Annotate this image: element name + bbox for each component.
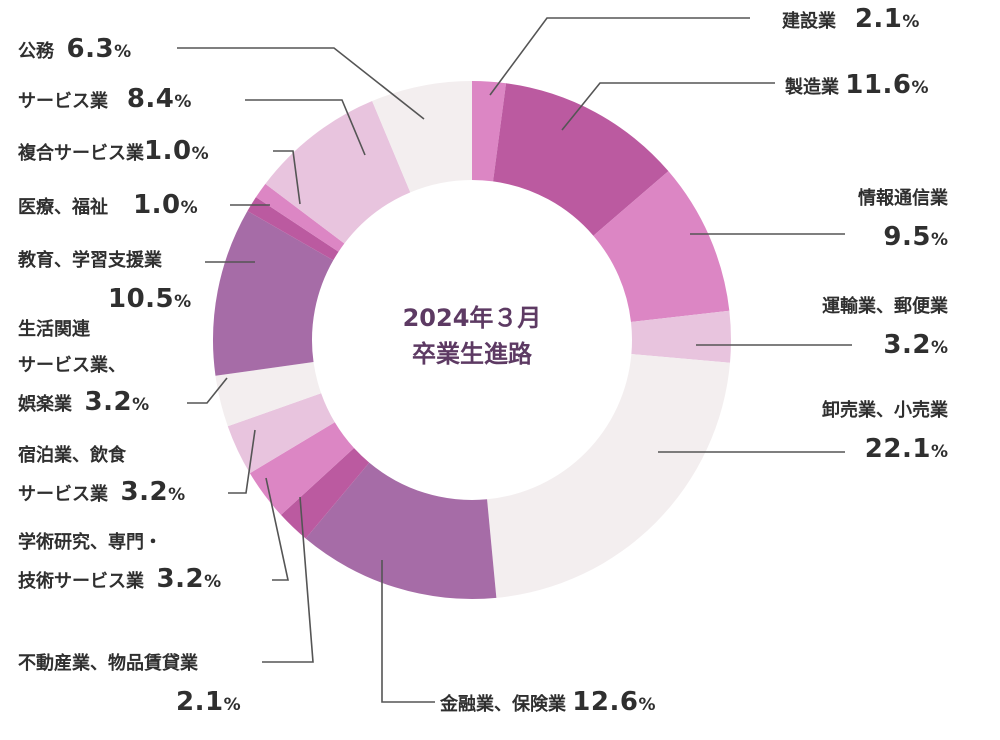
label-seikatsu-pct: %	[132, 395, 150, 415]
label-unyu-category: 運輸業、郵便業	[822, 296, 948, 317]
label-joho: 情報通信業 9.5%	[858, 180, 948, 259]
label-gakujutsu: 学術研究、専門・ 技術サービス業 3.2%	[18, 525, 221, 600]
label-iryo-category: 医療、福祉	[18, 197, 108, 218]
leader-line-shukuhaku	[228, 429, 256, 494]
label-komu: 公務 6.3%	[18, 30, 131, 71]
label-service-pct: %	[174, 92, 192, 112]
center-title-line1: 2024年３月	[402, 304, 542, 332]
donut-slices	[213, 81, 731, 599]
leader-line-fukugo	[273, 150, 301, 205]
label-oroshi-category: 卸売業、小売業	[822, 400, 948, 421]
label-seikatsu-line2: サービス業、	[18, 355, 126, 376]
label-fukugo-category: 複合サービス業	[18, 143, 144, 164]
label-fukugo-pct: %	[191, 144, 209, 164]
label-shukuhaku-value: 3.2	[120, 477, 169, 507]
label-joho-pct: %	[930, 230, 948, 250]
label-kyoiku-value: 10.5	[108, 284, 175, 314]
label-fukugo: 複合サービス業1.0%	[18, 132, 209, 173]
label-oroshi-pct: %	[930, 442, 948, 462]
label-komu-pct: %	[114, 42, 132, 62]
label-iryo: 医療、福祉 1.0%	[18, 186, 198, 227]
center-title-line2: 卒業生進路	[412, 340, 532, 368]
label-seizo-pct: %	[911, 78, 929, 98]
label-gakujutsu-line1: 学術研究、専門・	[18, 532, 162, 553]
donut-slice-4	[487, 354, 730, 598]
leader-line-fudosan	[262, 496, 314, 663]
leader-line-gakujutsu	[265, 477, 289, 581]
leader-line-komu	[177, 47, 425, 120]
label-kinyu-category: 金融業、保険業	[440, 694, 566, 715]
label-iryo-pct: %	[180, 198, 198, 218]
donut-slice-3	[630, 310, 731, 363]
label-oroshi: 卸売業、小売業 22.1%	[822, 392, 948, 471]
label-fukugo-value: 1.0	[144, 136, 192, 166]
label-kensetsu-value: 2.1	[854, 4, 903, 34]
label-unyu-pct: %	[930, 338, 948, 358]
donut-slice-6	[280, 448, 370, 539]
label-kyoiku-category: 教育、学習支援業	[18, 250, 162, 271]
label-kensetsu-pct: %	[902, 12, 920, 32]
label-seikatsu: 生活関連 サービス業、 娯楽業 3.2%	[18, 312, 149, 423]
label-kensetsu: 建設業 2.1%	[782, 0, 919, 41]
label-iryo-value: 1.0	[133, 190, 181, 220]
label-fudosan: 不動産業、物品賃貸業 2.1%	[18, 645, 241, 724]
label-kinyu-pct: %	[638, 695, 656, 715]
leader-lines	[177, 17, 852, 703]
donut-slice-0	[472, 81, 507, 182]
label-kensetsu-category: 建設業	[782, 11, 836, 32]
label-unyu: 運輸業、郵便業 3.2%	[822, 288, 948, 367]
label-joho-value: 9.5	[883, 222, 931, 252]
label-service: サービス業 8.4%	[18, 80, 191, 121]
label-seizo-category: 製造業	[785, 77, 839, 98]
label-kinyu: 金融業、保険業 12.6%	[440, 683, 655, 724]
donut-slice-13	[265, 101, 411, 244]
leader-line-seikatsu	[187, 377, 228, 404]
label-fudosan-value: 2.1	[176, 687, 224, 717]
leader-line-seizo	[561, 82, 775, 131]
label-oroshi-value: 22.1	[864, 434, 931, 464]
leader-line-kensetsu	[489, 17, 750, 96]
label-kyoiku: 教育、学習支援業 10.5%	[18, 242, 191, 321]
donut-slice-9	[215, 362, 322, 427]
donut-slice-14	[372, 81, 472, 193]
label-shukuhaku: 宿泊業、飲食 サービス業 3.2%	[18, 438, 185, 513]
label-unyu-value: 3.2	[883, 330, 931, 360]
label-gakujutsu-line2: 技術サービス業	[18, 571, 144, 592]
center-title: 2024年３月 卒業生進路	[372, 300, 572, 372]
label-komu-value: 6.3	[66, 34, 115, 64]
label-gakujutsu-value: 3.2	[156, 564, 205, 594]
label-kinyu-value: 12.6	[572, 687, 639, 717]
donut-slice-10	[213, 210, 334, 376]
donut-slice-5	[305, 462, 497, 599]
donut-slice-7	[249, 422, 354, 515]
donut-slice-1	[493, 83, 669, 236]
label-seizo-value: 11.6	[845, 70, 912, 100]
label-kyoiku-pct: %	[174, 292, 192, 312]
label-shukuhaku-pct: %	[168, 485, 186, 505]
label-fudosan-category: 不動産業、物品賃貸業	[18, 653, 198, 674]
label-komu-category: 公務	[18, 41, 54, 62]
label-seikatsu-value: 3.2	[84, 387, 133, 417]
label-shukuhaku-line2: サービス業	[18, 484, 108, 505]
donut-slice-8	[227, 393, 335, 474]
donut-slice-2	[593, 171, 730, 322]
donut-slice-11	[247, 197, 339, 261]
leader-line-kinyu	[381, 560, 435, 703]
label-shukuhaku-line1: 宿泊業、飲食	[18, 445, 126, 466]
label-joho-category: 情報通信業	[858, 188, 948, 209]
label-seizo: 製造業 11.6%	[785, 66, 928, 107]
label-seikatsu-line3: 娯楽業	[18, 394, 72, 415]
leader-line-service	[245, 99, 366, 156]
label-service-category: サービス業	[18, 91, 108, 112]
donut-slice-12	[255, 183, 345, 252]
label-seikatsu-line1: 生活関連	[18, 319, 90, 340]
label-service-value: 8.4	[126, 84, 175, 114]
label-fudosan-pct: %	[223, 695, 241, 715]
label-gakujutsu-pct: %	[204, 572, 222, 592]
